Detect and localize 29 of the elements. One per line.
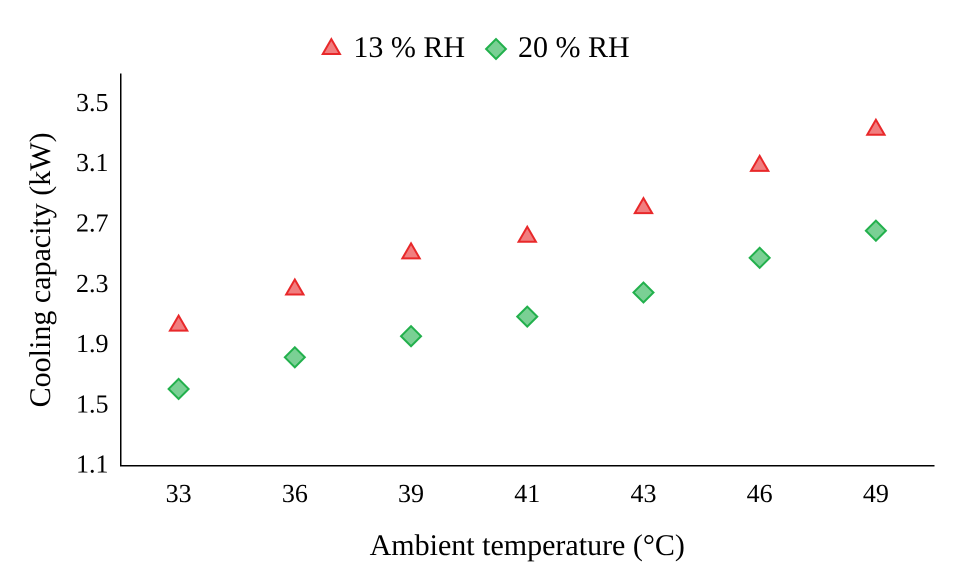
point [634,197,654,214]
point [400,325,422,348]
point [401,242,421,260]
point [284,346,306,368]
legend-label: 20 % RH [518,30,630,64]
y-tick-label: 2.3 [76,268,108,298]
y-axis-title: Cooling capacity (kW) [24,132,57,408]
y-tick-label: 3.1 [76,148,108,178]
y-tick-label: 3.5 [76,88,108,117]
x-tick-label: 39 [398,479,424,508]
point [632,282,654,304]
x-tick-label: 36 [282,479,308,508]
y-tick-label: 2.7 [76,208,108,238]
x-tick-label: 46 [746,479,773,508]
y-tick-label: 1.5 [76,389,108,418]
point [516,306,538,328]
point [748,246,771,269]
x-tick-label: 49 [862,479,889,508]
legend-label: 13 % RH [353,30,466,64]
x-tick-label: 43 [630,479,656,508]
point [866,118,886,136]
point [750,154,770,172]
y-tick-label: 1.9 [76,329,108,358]
y-tick-label: 1.1 [76,450,108,479]
point [518,226,537,243]
x-axis-title: Ambient temperature (°C) [370,528,685,562]
x-tick-label: 41 [514,479,540,508]
point [168,378,190,400]
x-tick-label: 33 [166,479,192,508]
